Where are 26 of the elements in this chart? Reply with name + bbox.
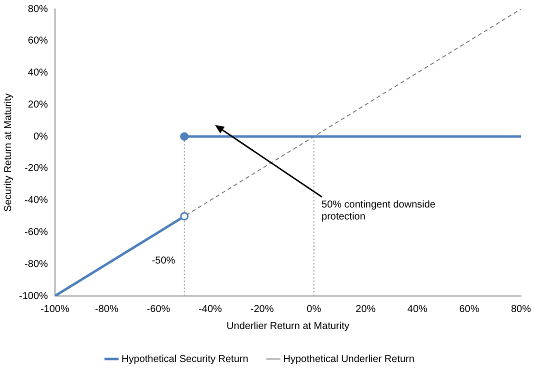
y-tick-label: 80% xyxy=(28,4,48,15)
y-tick-label: 60% xyxy=(28,36,48,47)
y-tick-label: -20% xyxy=(24,163,48,174)
x-tick-label: 20% xyxy=(356,304,376,315)
x-tick-label: -60% xyxy=(146,304,170,315)
y-tick-label: -40% xyxy=(24,195,48,206)
y-tick-label: -80% xyxy=(24,258,48,270)
x-tick-label: -80% xyxy=(95,304,118,315)
x-tick-label: -100% xyxy=(40,304,70,315)
x-tick-label: 0% xyxy=(306,304,322,315)
y-tick-label: 40% xyxy=(28,68,48,79)
y-tick-label: 0% xyxy=(33,131,48,142)
x-tick-label: -20% xyxy=(250,304,274,315)
annotation: 50% contingent downside protection xyxy=(322,199,436,222)
y-axis-title: Security Return at Maturity xyxy=(2,93,14,212)
y-tick-label: -100% xyxy=(19,290,48,302)
x-tick-label: 60% xyxy=(459,304,480,315)
legend-label: Hypothetical Security Return xyxy=(122,354,248,365)
y-tick-label: -60% xyxy=(24,226,48,238)
x-tick-label: -40% xyxy=(198,304,222,315)
y-tick-label: 20% xyxy=(28,99,48,110)
x-tick-label: 40% xyxy=(407,304,428,315)
x-tick-label: 80% xyxy=(510,304,532,315)
x-axis-title: Underlier Return at Maturity xyxy=(226,320,350,332)
annotation: -50% xyxy=(152,256,176,267)
legend-label: Hypothetical Underlier Return xyxy=(283,354,414,365)
